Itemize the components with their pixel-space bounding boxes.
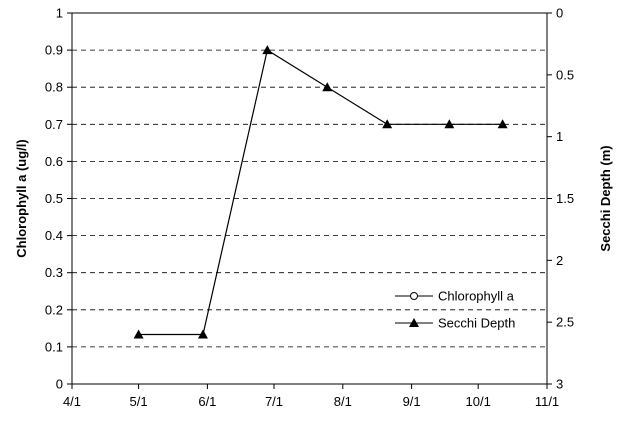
right-y-tick-label: 1.5 bbox=[556, 191, 574, 206]
left-y-tick-label: 0.6 bbox=[45, 154, 63, 169]
legend-marker-chlorophyll-circle bbox=[410, 292, 418, 300]
right-y-tick-label: 3 bbox=[556, 377, 563, 392]
left-y-tick-label: 0.3 bbox=[45, 265, 63, 280]
left-y-axis: 0 0.1 0.2 0.3 0.4 0.5 0.6 0.7 0.8 0.9 1 bbox=[45, 6, 72, 392]
legend-label-chlorophyll: Chlorophyll a bbox=[438, 289, 515, 304]
data-point-triangle bbox=[322, 82, 333, 92]
x-tick-label: 8/1 bbox=[334, 394, 352, 409]
left-y-tick-label: 0.7 bbox=[45, 117, 63, 132]
data-point-triangle bbox=[262, 45, 273, 55]
legend-label-secchi: Secchi Depth bbox=[438, 316, 515, 331]
legend: Chlorophyll a Secchi Depth bbox=[395, 289, 515, 331]
y-axis-title-left: Chlorophyll a (ug/l) bbox=[14, 139, 29, 257]
x-axis: 4/1 5/1 6/1 7/1 8/1 9/1 10/1 11/1 bbox=[63, 384, 559, 409]
data-point-triangle bbox=[197, 329, 208, 339]
left-y-tick-label: 0.4 bbox=[45, 228, 63, 243]
x-tick-label: 4/1 bbox=[63, 394, 81, 409]
left-y-tick-label: 0.2 bbox=[45, 302, 63, 317]
data-point-triangle bbox=[497, 119, 508, 129]
right-y-tick-label: 0 bbox=[556, 6, 563, 21]
right-y-tick-label: 2 bbox=[556, 253, 563, 268]
legend-marker-secchi-triangle bbox=[409, 318, 419, 327]
x-tick-label: 6/1 bbox=[198, 394, 216, 409]
right-y-tick-label: 0.5 bbox=[556, 67, 574, 82]
x-tick-label: 7/1 bbox=[265, 394, 283, 409]
right-y-tick-label: 1 bbox=[556, 129, 563, 144]
y-axis-title-right: Secchi Depth (m) bbox=[598, 145, 613, 251]
series-layer bbox=[133, 45, 508, 339]
data-point-triangle bbox=[444, 119, 455, 129]
gridlines bbox=[72, 49, 547, 348]
data-point-triangle bbox=[382, 119, 393, 129]
left-y-tick-label: 0 bbox=[56, 377, 63, 392]
right-y-tick-label: 2.5 bbox=[556, 315, 574, 330]
left-y-tick-label: 0.9 bbox=[45, 43, 63, 58]
left-y-tick-label: 0.1 bbox=[45, 339, 63, 354]
x-tick-label: 11/1 bbox=[535, 394, 559, 409]
left-y-tick-label: 0.8 bbox=[45, 80, 63, 95]
x-tick-label: 5/1 bbox=[130, 394, 148, 409]
right-y-axis: 0 0.5 1 1.5 2 2.5 3 bbox=[547, 6, 574, 392]
left-y-tick-label: 0.5 bbox=[45, 191, 63, 206]
left-y-tick-label: 1 bbox=[56, 6, 63, 21]
x-tick-label: 9/1 bbox=[403, 394, 421, 409]
data-point-triangle bbox=[133, 329, 144, 339]
x-tick-label: 10/1 bbox=[466, 394, 491, 409]
